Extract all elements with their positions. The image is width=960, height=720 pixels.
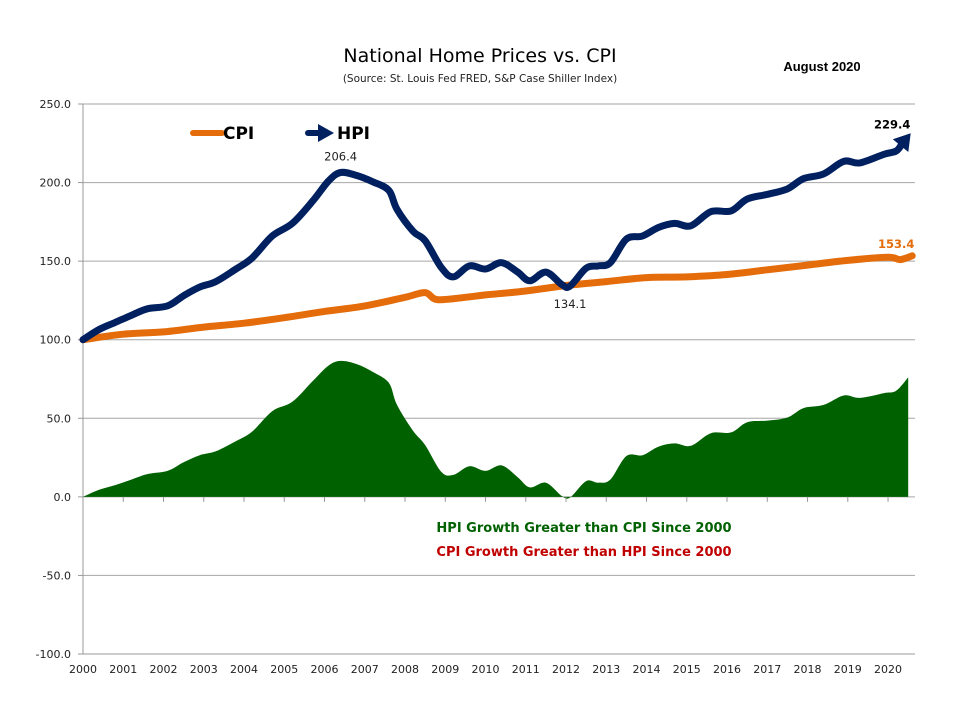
line-layer [79,133,916,344]
series-line-hpi [79,140,906,344]
annotations: 206.4 134.1 229.4 153.4 [324,117,914,311]
x-tick-label: 2007 [351,663,379,676]
y-tick-labels: 250.0 200.0 150.0 100.0 50.0 0.0 -50.0 -100.0 [36,98,71,661]
x-ticks [82,496,889,502]
x-tick-label: 2015 [673,663,701,676]
data-label-hpi: 229.4 [874,117,910,131]
note-cpi-greater: CPI Growth Greater than HPI Since 2000 [436,545,731,560]
x-tick-label: 2006 [311,663,339,676]
y-tick-label: 150.0 [40,255,72,268]
y-tick-label: -50.0 [43,569,71,582]
area-hpi-growth-minus-cpi-growth [83,360,909,499]
x-tick-label: 2013 [592,663,620,676]
x-tick-label: 2018 [794,663,822,676]
area-layer [83,360,909,499]
x-tick-label: 2012 [552,663,580,676]
x-tick-label: 2009 [431,663,459,676]
y-tick-label: 200.0 [40,177,72,190]
chart-subtitle: (Source: St. Louis Fed FRED, S&P Case Sh… [343,73,617,85]
data-label-hpi: 134.1 [554,297,587,311]
chart-title: National Home Prices vs. CPI [343,45,616,67]
y-tick-label: 0.0 [54,491,72,504]
date-label: August 2020 [783,59,860,74]
x-tick-label: 2019 [834,663,862,676]
hpi-arrowhead-icon [892,133,911,152]
x-tick-label: 2001 [109,663,137,676]
data-label-cpi: 153.4 [878,237,914,251]
x-tick-label: 2010 [472,663,500,676]
x-tick-label: 2003 [190,663,218,676]
series-line-cpi [79,252,916,344]
x-tick-label: 2005 [270,663,298,676]
legend: CPI HPI [190,124,370,144]
x-tick-label: 2004 [230,663,258,676]
data-label-hpi: 206.4 [324,150,357,164]
y-tick-label: 100.0 [40,334,72,347]
note-hpi-greater: HPI Growth Greater than CPI Since 2000 [436,521,731,536]
x-tick-label: 2011 [512,663,540,676]
x-tick-label: 2017 [753,663,781,676]
x-tick-labels: 2000 2001 2002 2003 2004 2005 2006 2007 2008 2009… [69,663,902,676]
y-tick-label: 50.0 [47,412,72,425]
y-tick-label: -100.0 [36,648,71,661]
legend-cpi-label: CPI [223,124,254,144]
x-tick-label: 2020 [874,663,902,676]
x-tick-label: 2008 [391,663,419,676]
legend-hpi-label: HPI [337,124,370,144]
x-tick-label: 2014 [633,663,661,676]
x-tick-label: 2002 [150,663,178,676]
legend-hpi-arrow-icon [305,124,334,142]
x-tick-label: 2000 [69,663,97,676]
y-tick-label: 250.0 [40,98,72,111]
x-tick-label: 2016 [713,663,741,676]
